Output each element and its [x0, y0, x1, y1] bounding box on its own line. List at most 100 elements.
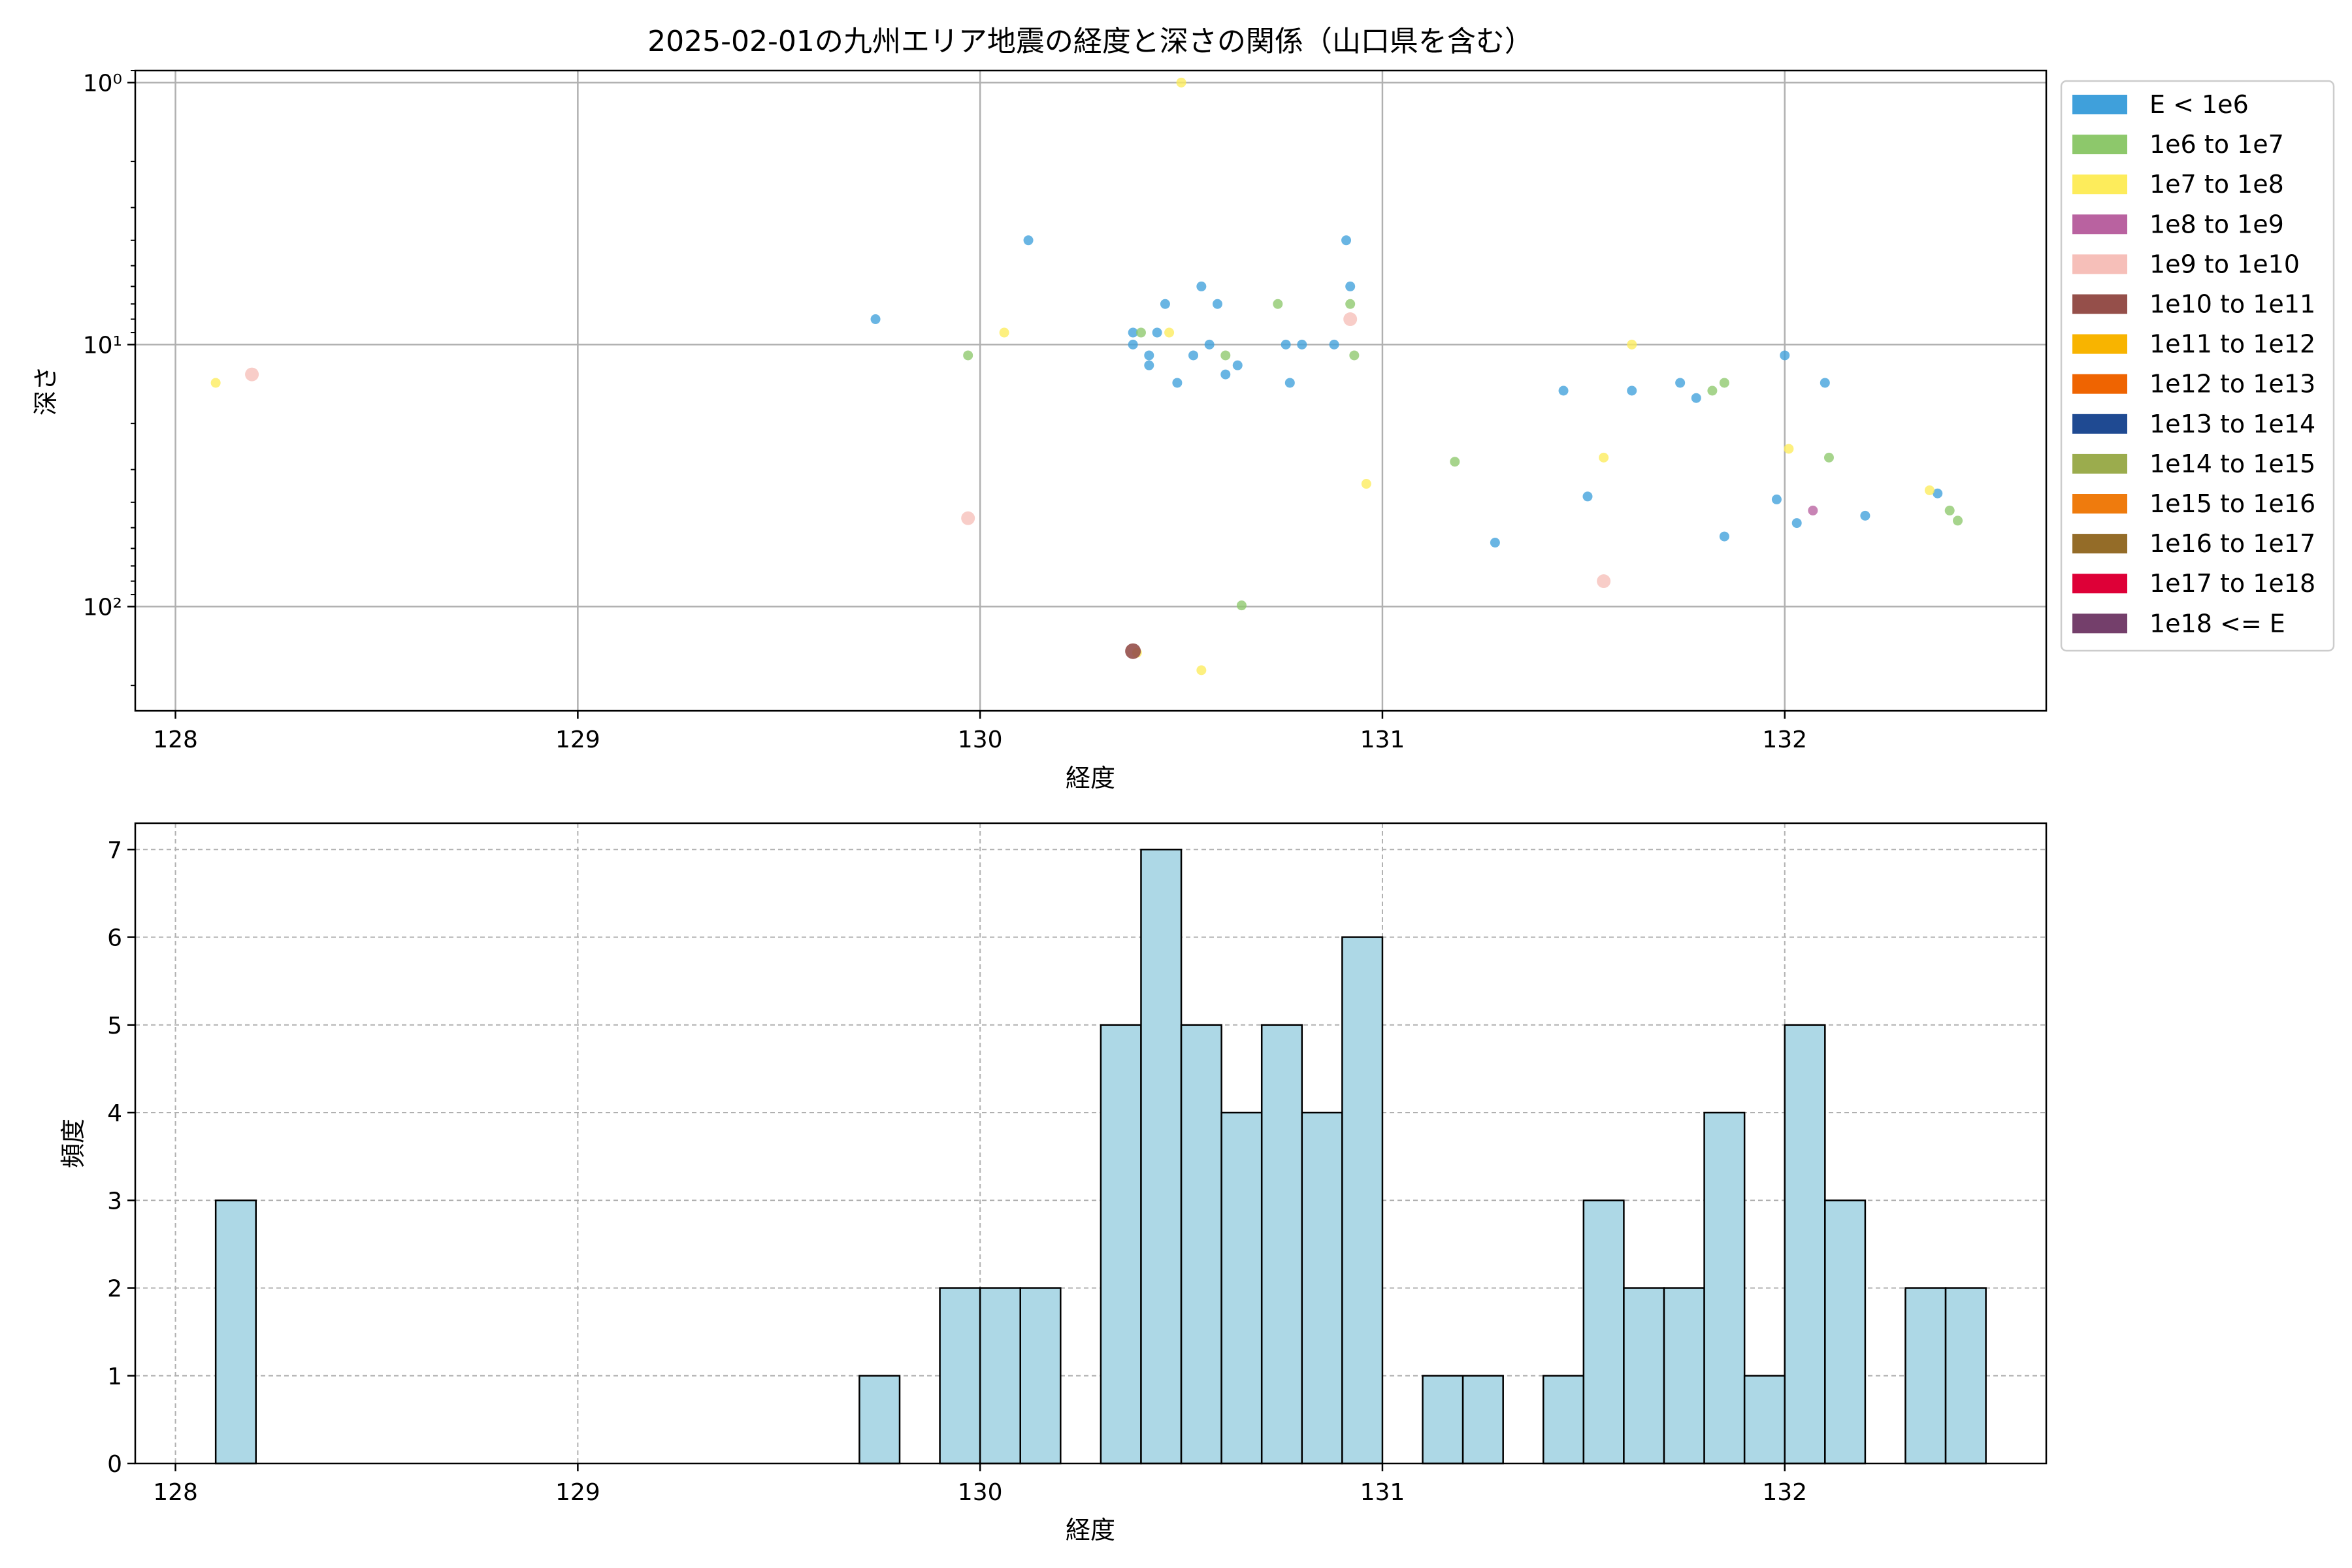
- scatter-point: [1771, 494, 1782, 504]
- legend-swatch: [2072, 95, 2127, 114]
- histogram-bar: [1582, 1200, 1625, 1465]
- histogram-bar: [1180, 1024, 1222, 1465]
- histogram-bar: [1824, 1200, 1867, 1465]
- scatter-point: [1172, 378, 1183, 388]
- histogram-x-ticks: 128 129 130 131 132: [153, 1463, 1807, 1506]
- legend-label: 1e16 to 1e17: [2149, 529, 2315, 558]
- histogram-y-tick-label: 4: [107, 1100, 122, 1127]
- legend-label: 1e15 to 1e16: [2149, 489, 2315, 518]
- scatter-point: [961, 511, 975, 525]
- legend-swatch: [2072, 254, 2127, 274]
- scatter-title: 2025-02-01の九州エリア地震の経度と深さの関係（山口県を含む）: [647, 25, 1533, 58]
- legend-swatch: [2072, 494, 2127, 514]
- scatter-point: [1023, 235, 1034, 246]
- scatter-point: [1125, 643, 1141, 659]
- histogram-bar: [1019, 1287, 1062, 1465]
- scatter-plot-frame: [134, 69, 2048, 712]
- scatter-point: [1164, 327, 1175, 338]
- histogram-bar: [1944, 1287, 1987, 1465]
- scatter-point: [1297, 339, 1307, 350]
- scatter-point: [1152, 327, 1162, 338]
- histogram-y-tick-label: 5: [107, 1013, 122, 1039]
- histogram-x-tick-label: 130: [958, 1479, 1003, 1506]
- scatter-point: [1128, 339, 1138, 350]
- scatter-point: [1784, 444, 1794, 454]
- histogram-bar: [1301, 1111, 1343, 1465]
- histogram-bar: [1341, 936, 1384, 1465]
- legend-swatch: [2072, 414, 2127, 434]
- scatter-point: [1236, 600, 1247, 611]
- scatter-y-ticks: 10⁰ 10¹ 10²: [83, 70, 135, 687]
- legend-label: 1e18 <= E: [2149, 609, 2285, 638]
- scatter-point: [963, 350, 973, 361]
- legend-swatch: [2072, 374, 2127, 394]
- legend-label: 1e14 to 1e15: [2149, 449, 2315, 478]
- histogram-bar: [1422, 1375, 1464, 1465]
- scatter-point: [1924, 485, 1935, 495]
- scatter-point: [1345, 281, 1356, 291]
- scatter-x-ticks: 128 129 130 131 132: [153, 711, 1807, 753]
- scatter-point: [1558, 385, 1569, 396]
- scatter-point: [1196, 281, 1207, 291]
- scatter-point: [1675, 378, 1686, 388]
- histogram-bar: [1703, 1111, 1746, 1465]
- histogram-y-tick-label: 7: [107, 837, 122, 864]
- scatter-point: [1345, 299, 1356, 309]
- legend-swatch: [2072, 334, 2127, 354]
- legend-label: E < 1e6: [2149, 90, 2249, 119]
- histogram-bar: [939, 1287, 981, 1465]
- scatter-point: [1597, 574, 1611, 589]
- scatter-point: [1343, 312, 1358, 327]
- scatter-point: [1135, 327, 1146, 338]
- scatter-point: [1284, 378, 1295, 388]
- scatter-point: [1212, 299, 1222, 309]
- scatter-point: [1933, 488, 1943, 498]
- scatter-y-tick-label: 10⁰: [83, 70, 122, 97]
- scatter-point: [1582, 491, 1593, 502]
- scatter-point: [1627, 339, 1637, 350]
- scatter-point: [870, 314, 881, 325]
- scatter-point: [245, 367, 259, 382]
- scatter-x-tick-label: 130: [958, 727, 1003, 753]
- scatter-point: [1707, 385, 1718, 396]
- scatter-point: [1719, 378, 1729, 388]
- scatter-point: [1490, 538, 1500, 548]
- scatter-point: [1188, 350, 1199, 361]
- scatter-point: [1176, 77, 1186, 88]
- scatter-y-tick-label: 10²: [83, 594, 122, 621]
- histogram-y-tick-label: 1: [107, 1364, 122, 1390]
- legend-swatch: [2072, 534, 2127, 554]
- scatter-point: [1232, 360, 1243, 370]
- histogram-bar: [1904, 1287, 1947, 1465]
- scatter-point: [1273, 299, 1283, 309]
- legend-label: 1e8 to 1e9: [2149, 210, 2284, 238]
- scatter-point: [1361, 479, 1371, 489]
- legend-swatch: [2072, 574, 2127, 594]
- scatter-point: [1719, 531, 1729, 542]
- legend-swatch: [2072, 135, 2127, 155]
- scatter-point: [1349, 350, 1360, 361]
- histogram-bar: [858, 1375, 901, 1465]
- scatter-point: [1820, 378, 1830, 388]
- scatter-point: [1953, 515, 1963, 526]
- histogram-y-tick-label: 3: [107, 1188, 122, 1215]
- scatter-point: [1791, 518, 1802, 529]
- scatter-y-tick-label: 10¹: [83, 332, 122, 359]
- histogram-bar: [1140, 849, 1183, 1465]
- histogram-bar: [1743, 1375, 1786, 1465]
- legend-label: 1e7 to 1e8: [2149, 170, 2284, 199]
- histogram-plot-frame: [134, 822, 2048, 1465]
- scatter-point: [1196, 665, 1207, 676]
- histogram-y-axis-label: 頻度: [59, 1119, 88, 1168]
- legend-swatch: [2072, 294, 2127, 314]
- histogram-chart: 128 129 130 131 132 0 1 2 3 4 5 6 7 経度 頻度: [59, 822, 2048, 1544]
- scatter-point: [1160, 299, 1170, 309]
- histogram-x-tick-label: 131: [1360, 1479, 1405, 1506]
- histogram-x-axis-label: 経度: [1066, 1516, 1115, 1544]
- histogram-bars: [214, 849, 1987, 1465]
- legend-label: 1e6 to 1e7: [2149, 130, 2284, 159]
- histogram-x-tick-label: 132: [1762, 1479, 1807, 1506]
- histogram-y-tick-label: 6: [107, 925, 122, 952]
- histogram-bar: [979, 1287, 1021, 1465]
- scatter-x-tick-label: 128: [153, 727, 198, 753]
